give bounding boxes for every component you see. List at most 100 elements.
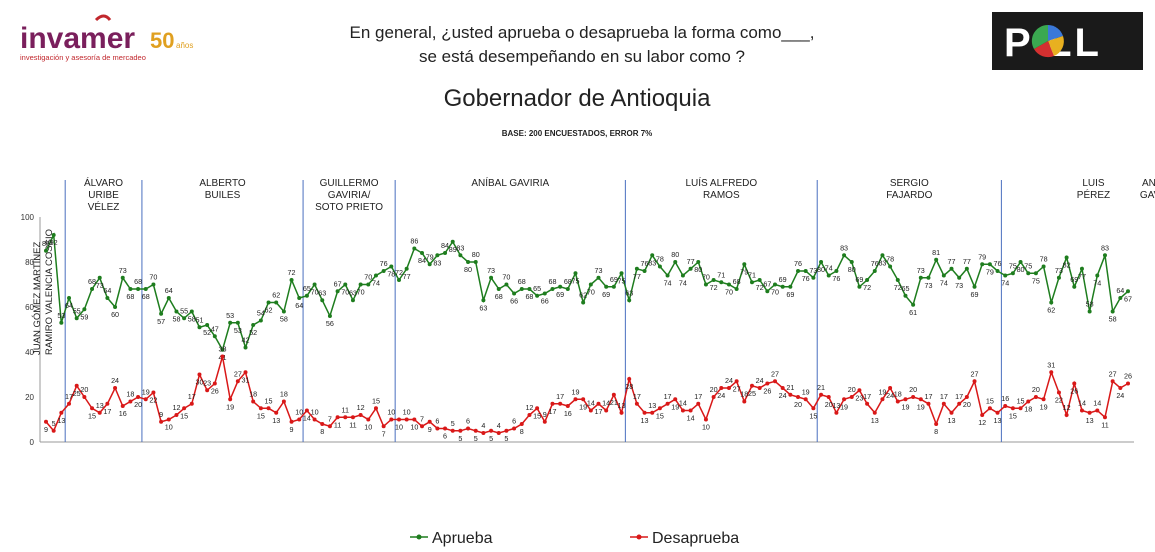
period-label-rotated: JUAN GÓMEZ MARTÍNEZ	[32, 242, 43, 355]
data-point	[803, 269, 808, 273]
data-point	[780, 284, 785, 289]
data-point	[420, 251, 425, 255]
data-label: 85	[42, 239, 50, 248]
data-label: 7	[420, 414, 424, 423]
data-point	[1056, 390, 1061, 395]
data-label: 24	[886, 391, 894, 400]
data-point	[1126, 381, 1130, 386]
data-point	[412, 417, 417, 422]
data-point	[120, 404, 125, 408]
data-label: 10	[165, 423, 173, 432]
data-label: 58	[1086, 300, 1094, 309]
data-label: 42	[242, 336, 250, 345]
data-point	[934, 422, 939, 426]
data-point	[642, 269, 647, 273]
data-point	[251, 323, 256, 327]
data-point	[734, 287, 739, 291]
data-label: 80	[817, 265, 825, 274]
data-label: 17	[955, 392, 963, 401]
data-label: 13	[832, 401, 840, 410]
data-point	[143, 287, 148, 291]
data-point	[964, 395, 969, 399]
data-label: 15	[257, 411, 265, 420]
data-label: 71	[717, 270, 725, 279]
data-label: 23	[855, 393, 863, 402]
legend-swatch-dot	[636, 534, 642, 540]
data-point	[1102, 415, 1107, 420]
data-point	[143, 397, 148, 402]
data-label: 5	[52, 419, 56, 428]
period-labels: JUAN GÓMEZ MARTÍNEZ RAMIRO VALENCIA COSSI…	[32, 176, 1155, 355]
data-label: 80	[472, 250, 480, 259]
data-label: 19	[878, 387, 886, 396]
data-point	[105, 401, 110, 406]
period-label-line: ANÍBAL GAVIRIA	[471, 176, 549, 189]
data-label: 27	[234, 369, 242, 378]
data-point	[44, 419, 48, 424]
data-point	[842, 397, 847, 402]
data-point	[657, 406, 662, 411]
data-label: 20	[80, 385, 88, 394]
period-label-line: FAJARDO	[886, 190, 932, 201]
data-point	[90, 287, 95, 291]
data-point	[396, 417, 401, 422]
data-point	[703, 282, 708, 287]
data-point	[834, 410, 839, 415]
data-label: 12	[172, 403, 180, 412]
data-point	[972, 284, 977, 289]
data-point	[228, 397, 233, 402]
data-point	[220, 347, 225, 352]
data-point	[719, 386, 724, 390]
data-point	[274, 300, 279, 305]
data-point	[182, 406, 187, 411]
data-label: 13	[648, 401, 656, 410]
data-point	[297, 296, 302, 300]
data-point	[596, 401, 601, 406]
data-point	[166, 417, 171, 422]
data-label: 19	[840, 402, 848, 411]
data-label: 12	[978, 418, 986, 427]
data-label: 68	[495, 292, 503, 301]
data-label: 74	[664, 279, 672, 288]
data-point	[765, 289, 770, 294]
data-label: 11	[1101, 420, 1108, 429]
period-label-line: GUILLERMO	[320, 178, 379, 189]
data-label: 77	[633, 272, 641, 281]
data-label: 81	[932, 248, 940, 257]
period-label-line: PÉREZ	[1077, 188, 1110, 201]
data-label: 73	[119, 266, 127, 275]
data-point	[1110, 309, 1115, 314]
data-point	[373, 406, 378, 411]
data-point	[274, 410, 279, 415]
data-point	[174, 413, 179, 417]
data-point	[366, 282, 371, 287]
data-point	[151, 282, 156, 287]
data-label: 66	[510, 297, 518, 306]
data-label: 53	[226, 311, 234, 320]
data-label: 83	[878, 258, 886, 267]
data-point	[657, 264, 662, 269]
data-label: 27	[1109, 369, 1117, 378]
data-point	[435, 426, 440, 431]
data-point	[1041, 264, 1046, 269]
logo-swoosh-icon	[94, 14, 112, 22]
data-point	[212, 334, 217, 339]
legend-label: Desaprueba	[652, 530, 739, 547]
data-label: 17	[633, 392, 641, 401]
data-label: 58	[188, 315, 196, 324]
data-point	[266, 300, 271, 305]
data-label: 4	[497, 421, 501, 430]
data-label: 69	[855, 275, 863, 284]
data-label: 14	[587, 399, 595, 408]
data-point	[558, 284, 563, 289]
data-point	[765, 381, 770, 386]
data-label: 73	[924, 281, 932, 290]
data-label: 9	[428, 425, 432, 434]
data-point	[44, 248, 48, 253]
data-point	[895, 399, 900, 404]
data-point	[1064, 255, 1069, 260]
data-label: 78	[886, 255, 894, 264]
data-point	[366, 417, 371, 422]
data-point	[535, 293, 540, 298]
data-label: 89	[449, 245, 457, 254]
